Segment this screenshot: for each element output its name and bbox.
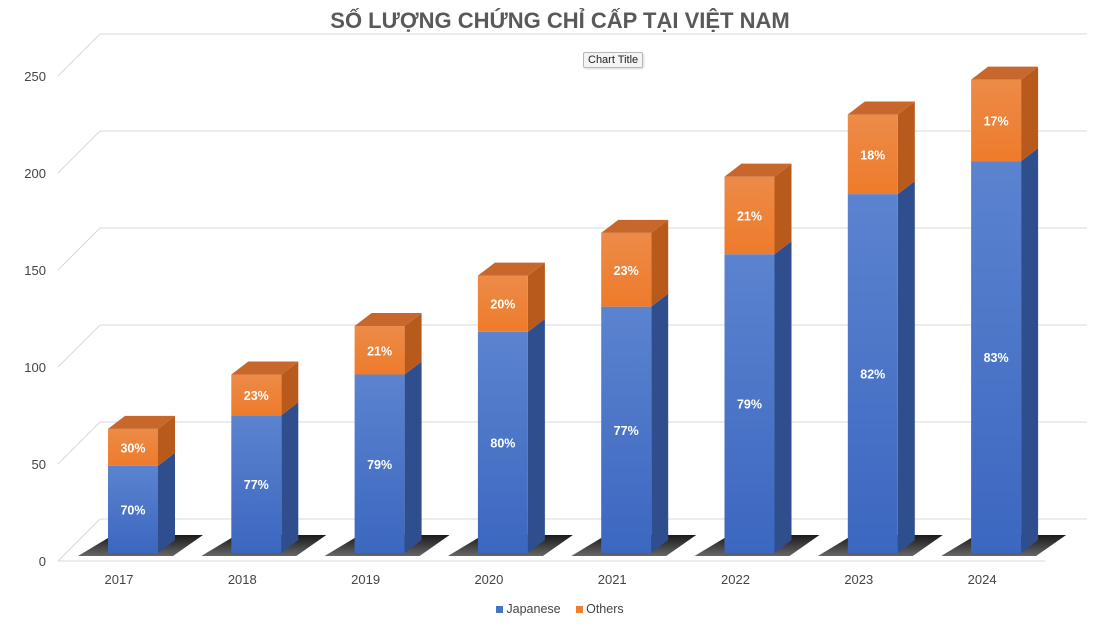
data-label-japanese-2019: 79% [367,458,392,472]
y-tick-label-50: 50 [32,457,46,472]
bar-top-2024 [971,66,1039,80]
bar-top-2022 [724,163,792,177]
bar-others-2020[interactable] [477,275,528,332]
bar-japanese-2024[interactable] [971,161,1022,553]
legend-swatch-others [576,606,584,614]
bar-japanese-2017[interactable] [108,465,158,553]
bar-others-2021[interactable] [601,232,652,307]
data-label-japanese-2023: 82% [860,368,885,382]
bar-side-japanese-2021 [651,293,669,553]
y-tick-label-200: 200 [24,166,46,181]
bar-side-others-2019 [404,313,422,375]
bar-side-others-2018 [281,361,299,416]
gridline-diag-0 [57,518,101,562]
bar-side-others-2023 [897,101,915,195]
bar-top-2020 [477,262,545,276]
data-label-others-2024: 17% [984,114,1009,128]
data-label-others-2017: 30% [120,441,145,455]
legend-item-japanese[interactable]: Japanese [496,602,561,616]
bar-others-2022[interactable] [724,176,775,255]
data-label-japanese-2021: 77% [614,424,639,438]
y-tick-label-0: 0 [39,554,46,569]
x-tick-label-2024: 2024 [968,572,997,587]
bar-japanese-2019[interactable] [354,374,405,553]
data-label-others-2018: 23% [244,389,269,403]
bar-side-japanese-2017 [158,452,175,553]
bar-side-japanese-2024 [1021,148,1039,553]
legend-item-others[interactable]: Others [576,602,624,616]
bar-others-2018[interactable] [231,374,282,416]
x-tick-label-2017: 2017 [105,572,134,587]
bar-others-2024[interactable] [971,79,1022,162]
bar-top-2023 [847,101,915,115]
bar-side-others-2021 [651,219,669,307]
gridline-diag-150 [57,227,101,271]
data-label-others-2020: 20% [490,298,515,312]
legend: Japanese Others [0,602,1120,616]
x-tick-label-2023: 2023 [844,572,873,587]
x-tick-label-2018: 2018 [228,572,257,587]
bar-japanese-2023[interactable] [847,194,898,553]
bar-side-japanese-2023 [897,181,915,553]
bar-top-2018 [231,361,299,375]
data-label-japanese-2018: 77% [244,478,269,492]
gridline-diag-250 [57,33,101,77]
gridline-diag-100 [57,324,101,368]
bar-top-2019 [354,313,422,327]
data-label-others-2022: 21% [737,209,762,223]
y-tick-label-100: 100 [24,360,46,375]
data-label-others-2023: 18% [860,148,885,162]
bar-japanese-2020[interactable] [477,331,528,553]
bar-others-2019[interactable] [354,326,405,375]
bar-side-others-2022 [774,163,792,255]
bar-japanese-2018[interactable] [231,415,282,553]
legend-label-others: Others [586,602,624,616]
bar-others-2017[interactable] [108,428,158,466]
gridline-diag-200 [57,130,101,174]
chart-title-tooltip: Chart Title [583,52,644,68]
bar-side-japanese-2018 [281,402,299,553]
bar-others-2023[interactable] [847,114,898,195]
legend-swatch-japanese [496,606,504,614]
x-tick-label-2020: 2020 [474,572,503,587]
bar-side-others-2020 [527,262,545,332]
y-tick-label-250: 250 [24,69,46,84]
x-tick-label-2019: 2019 [351,572,380,587]
bar-japanese-2021[interactable] [601,306,652,553]
y-tick-label-150: 150 [24,263,46,278]
bar-top-2017 [108,415,175,429]
bar-side-others-2024 [1021,66,1039,162]
bar-top-2021 [601,219,669,233]
legend-label-japanese: Japanese [506,602,561,616]
bar-side-others-2017 [158,415,175,466]
bar-side-japanese-2019 [404,361,422,553]
data-label-japanese-2017: 70% [120,503,145,517]
x-tick-label-2022: 2022 [721,572,750,587]
bar-japanese-2022[interactable] [724,254,775,554]
bar-side-japanese-2022 [774,241,792,554]
bar-side-japanese-2020 [527,318,545,553]
data-label-japanese-2020: 80% [490,436,515,450]
data-label-others-2019: 21% [367,344,392,358]
gridline-diag-50 [57,421,101,465]
data-label-japanese-2024: 83% [984,351,1009,365]
chart-title: SỐ LƯỢNG CHỨNG CHỈ CẤP TẠI VIỆT NAM [330,8,790,33]
x-tick-label-2021: 2021 [598,572,627,587]
data-label-japanese-2022: 79% [737,398,762,412]
data-label-others-2021: 23% [614,264,639,278]
